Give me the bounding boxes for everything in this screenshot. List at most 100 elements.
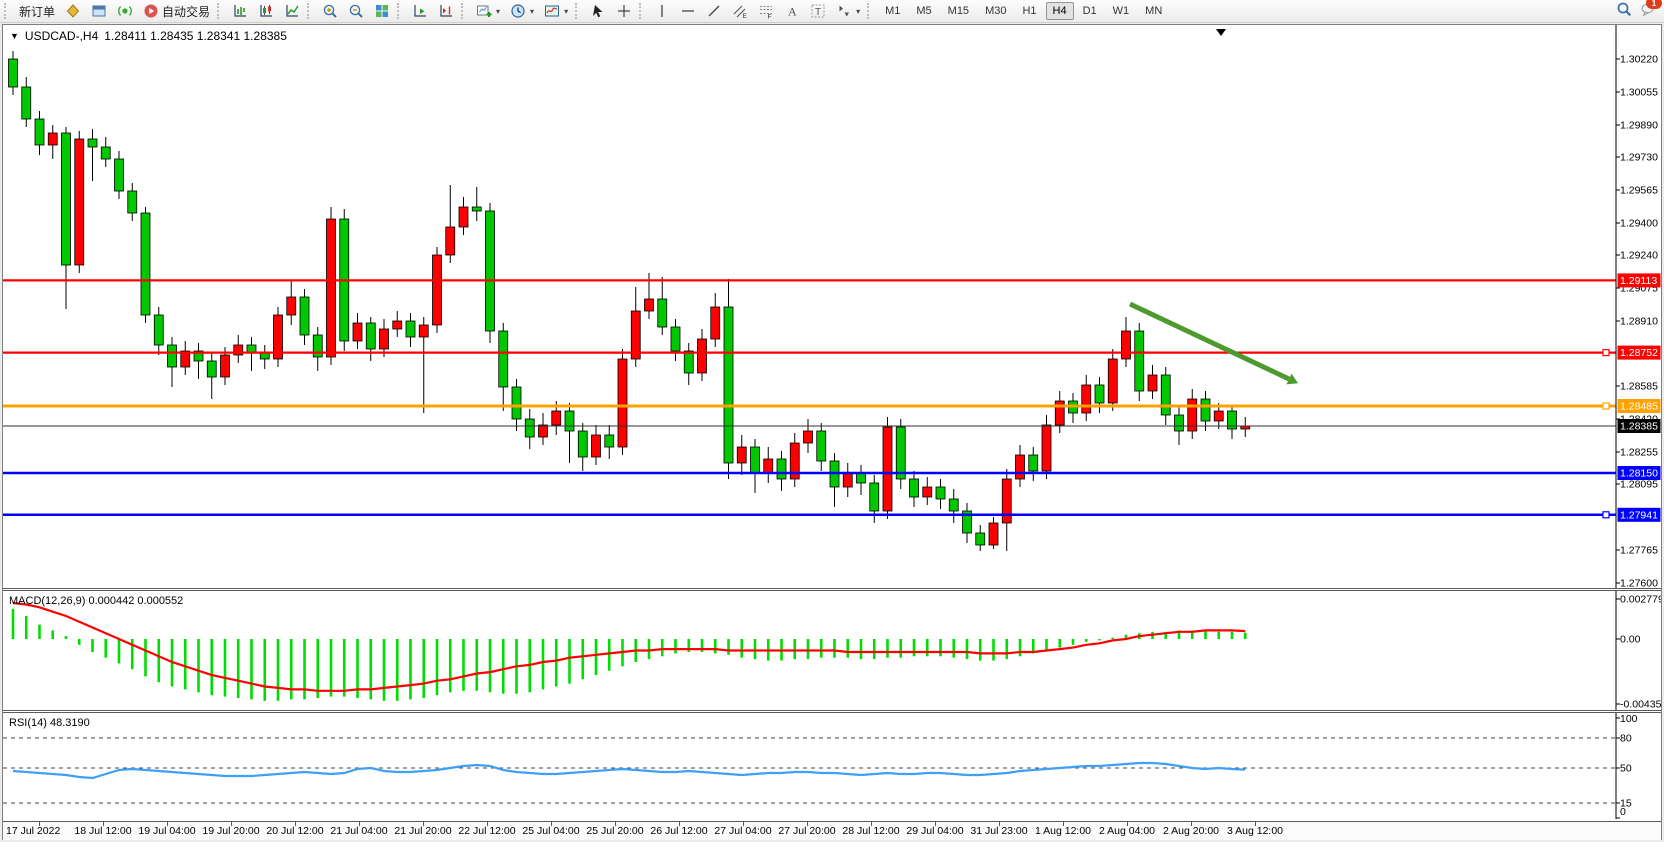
- toolbar-grip: [867, 3, 873, 19]
- zoom-out-icon[interactable]: [343, 0, 369, 22]
- svg-text:1.28150: 1.28150: [1620, 468, 1658, 480]
- time-label: 3 Aug 12:00: [1226, 825, 1284, 837]
- new-chart-button[interactable]: ▾: [471, 0, 505, 22]
- timeframe-m5[interactable]: M5: [916, 5, 932, 17]
- autotrading-button[interactable]: 自动交易: [138, 0, 215, 22]
- svg-text:50: 50: [1620, 763, 1632, 775]
- arrows-icon[interactable]: ▾: [831, 0, 865, 22]
- time-label: 2 Aug 04:00: [1098, 825, 1156, 837]
- trendline-icon[interactable]: [701, 0, 727, 22]
- rsi-label: RSI(14) 48.3190: [9, 717, 90, 729]
- svg-text:0.00: 0.00: [1620, 634, 1641, 646]
- chart-window: 1.30220 1.30055 1.29890 1.29730 1.29565 1.294…: [2, 24, 1664, 840]
- svg-text:1.29565: 1.29565: [1620, 185, 1658, 197]
- toolbar-right-icons: 1: [1616, 0, 1662, 22]
- time-tick: [1063, 822, 1064, 826]
- text-icon[interactable]: A: [779, 0, 805, 22]
- templates-button[interactable]: ▾: [539, 0, 573, 22]
- rsi-axis: 100 80 50 150: [1615, 713, 1638, 819]
- svg-text:1.30055: 1.30055: [1620, 87, 1658, 99]
- time-tick: [39, 822, 40, 826]
- time-tick: [551, 822, 552, 826]
- svg-text:1.28255: 1.28255: [1620, 447, 1658, 459]
- svg-text:1.29113: 1.29113: [1620, 275, 1657, 287]
- time-axis: 17 Jul 2022 18 Jul 12:00 19 Jul 04:00 19 Ju…: [3, 821, 1661, 840]
- svg-text:100: 100: [1620, 713, 1638, 725]
- chart-shift-marker[interactable]: [1216, 29, 1226, 36]
- svg-text:1.28752: 1.28752: [1620, 347, 1658, 359]
- toolbar-grip: [217, 3, 223, 19]
- svg-text:F: F: [768, 14, 772, 20]
- search-icon[interactable]: [1616, 1, 1632, 22]
- time-tick: [231, 822, 232, 826]
- timeframe-h1[interactable]: H1: [1022, 5, 1037, 17]
- timeframe-m15[interactable]: M15: [947, 5, 970, 17]
- toolbar-grip: [575, 3, 581, 19]
- macd-label: MACD(12,26,9) 0.000442 0.000552: [9, 595, 184, 607]
- line-chart-icon[interactable]: [279, 0, 305, 22]
- svg-text:E: E: [743, 13, 748, 19]
- time-label: 19 Jul 04:00: [138, 825, 196, 837]
- svg-text:1.30220: 1.30220: [1620, 54, 1658, 66]
- price-chart-panel: 1.30220 1.30055 1.29890 1.29730 1.29565 1.294…: [3, 25, 1661, 590]
- notifications-icon[interactable]: 1: [1640, 0, 1662, 22]
- svg-text:A: A: [788, 5, 797, 19]
- main-toolbar: 新订单 自动交易 ▾ ▾ ▾ E F A T ▾ M1 M5 M15 M30 H1 H4 D1 W1 MN 1: [0, 0, 1664, 23]
- panel-separator[interactable]: [3, 710, 1661, 713]
- svg-text:1.29890: 1.29890: [1620, 120, 1658, 132]
- timeframe-h4[interactable]: H4: [1045, 2, 1074, 20]
- timeframe-w1[interactable]: W1: [1112, 5, 1130, 17]
- periods-button[interactable]: ▾: [505, 0, 539, 22]
- svg-text:1.28485: 1.28485: [1620, 401, 1658, 413]
- horizontal-level-lines[interactable]: [3, 279, 1616, 519]
- chevron-down-icon[interactable]: ▾: [496, 6, 501, 16]
- time-tick: [871, 822, 872, 826]
- text-label-icon[interactable]: T: [805, 0, 831, 22]
- timeframe-m1[interactable]: M1: [885, 5, 901, 17]
- candlestick-chart-icon[interactable]: [253, 0, 279, 22]
- timeframe-d1[interactable]: D1: [1082, 5, 1097, 17]
- cursor-icon[interactable]: [585, 0, 611, 22]
- toolbar-grip: [639, 3, 645, 19]
- auto-scroll-icon[interactable]: [407, 0, 433, 22]
- tile-windows-icon[interactable]: [369, 0, 395, 22]
- svg-text:0.002779: 0.002779: [1620, 594, 1661, 606]
- svg-text:1.28910: 1.28910: [1620, 316, 1658, 328]
- svg-text:1.27941: 1.27941: [1620, 509, 1658, 521]
- chart-shift-icon[interactable]: [433, 0, 459, 22]
- horizontal-line-icon[interactable]: [675, 0, 701, 22]
- chevron-down-icon[interactable]: ▾: [856, 6, 861, 16]
- chevron-down-icon[interactable]: ▾: [530, 6, 535, 16]
- chart-title: ▼ USDCAD-,H4 1.28411 1.28435 1.28341 1.2…: [10, 29, 287, 43]
- collapse-triangle-icon[interactable]: ▼: [10, 31, 19, 41]
- trend-arrow-annotation[interactable]: [1128, 301, 1299, 385]
- time-tick: [1127, 822, 1128, 826]
- bar-chart-icon[interactable]: [227, 0, 253, 22]
- fibonacci-icon[interactable]: F: [753, 0, 779, 22]
- time-label: 27 Jul 04:00: [714, 825, 772, 837]
- svg-text:1.28385: 1.28385: [1620, 421, 1658, 433]
- profiles-diamond-icon[interactable]: [60, 0, 86, 22]
- time-label: 26 Jul 12:00: [650, 825, 708, 837]
- svg-text:1.29730: 1.29730: [1620, 152, 1658, 164]
- toolbar-grip: [461, 3, 467, 19]
- svg-text:80: 80: [1620, 733, 1632, 745]
- zoom-in-icon[interactable]: [317, 0, 343, 22]
- equidistant-channel-icon[interactable]: E: [727, 0, 753, 22]
- new-order-button[interactable]: 新订单: [14, 0, 60, 22]
- time-tick: [423, 822, 424, 826]
- time-label: 1 Aug 12:00: [1034, 825, 1092, 837]
- toolbar-grip: [4, 3, 10, 19]
- data-window-icon[interactable]: [86, 0, 112, 22]
- rsi-panel: 100 80 50 15 0: [3, 713, 1661, 819]
- timeframe-m30[interactable]: M30: [985, 5, 1007, 17]
- chevron-down-icon[interactable]: ▾: [564, 6, 569, 16]
- chart-ohlc-quotes: 1.28411 1.28435 1.28341 1.28385: [104, 29, 287, 43]
- crosshair-icon[interactable]: [611, 0, 637, 22]
- toolbar-grip: [397, 3, 403, 19]
- macd-axis: 0.002779 0.00 -0.004359: [1615, 591, 1664, 711]
- panel-separator[interactable]: [3, 588, 1661, 591]
- timeframe-mn[interactable]: MN: [1145, 5, 1163, 17]
- broadcast-icon[interactable]: [112, 0, 138, 22]
- vertical-line-icon[interactable]: [649, 0, 675, 22]
